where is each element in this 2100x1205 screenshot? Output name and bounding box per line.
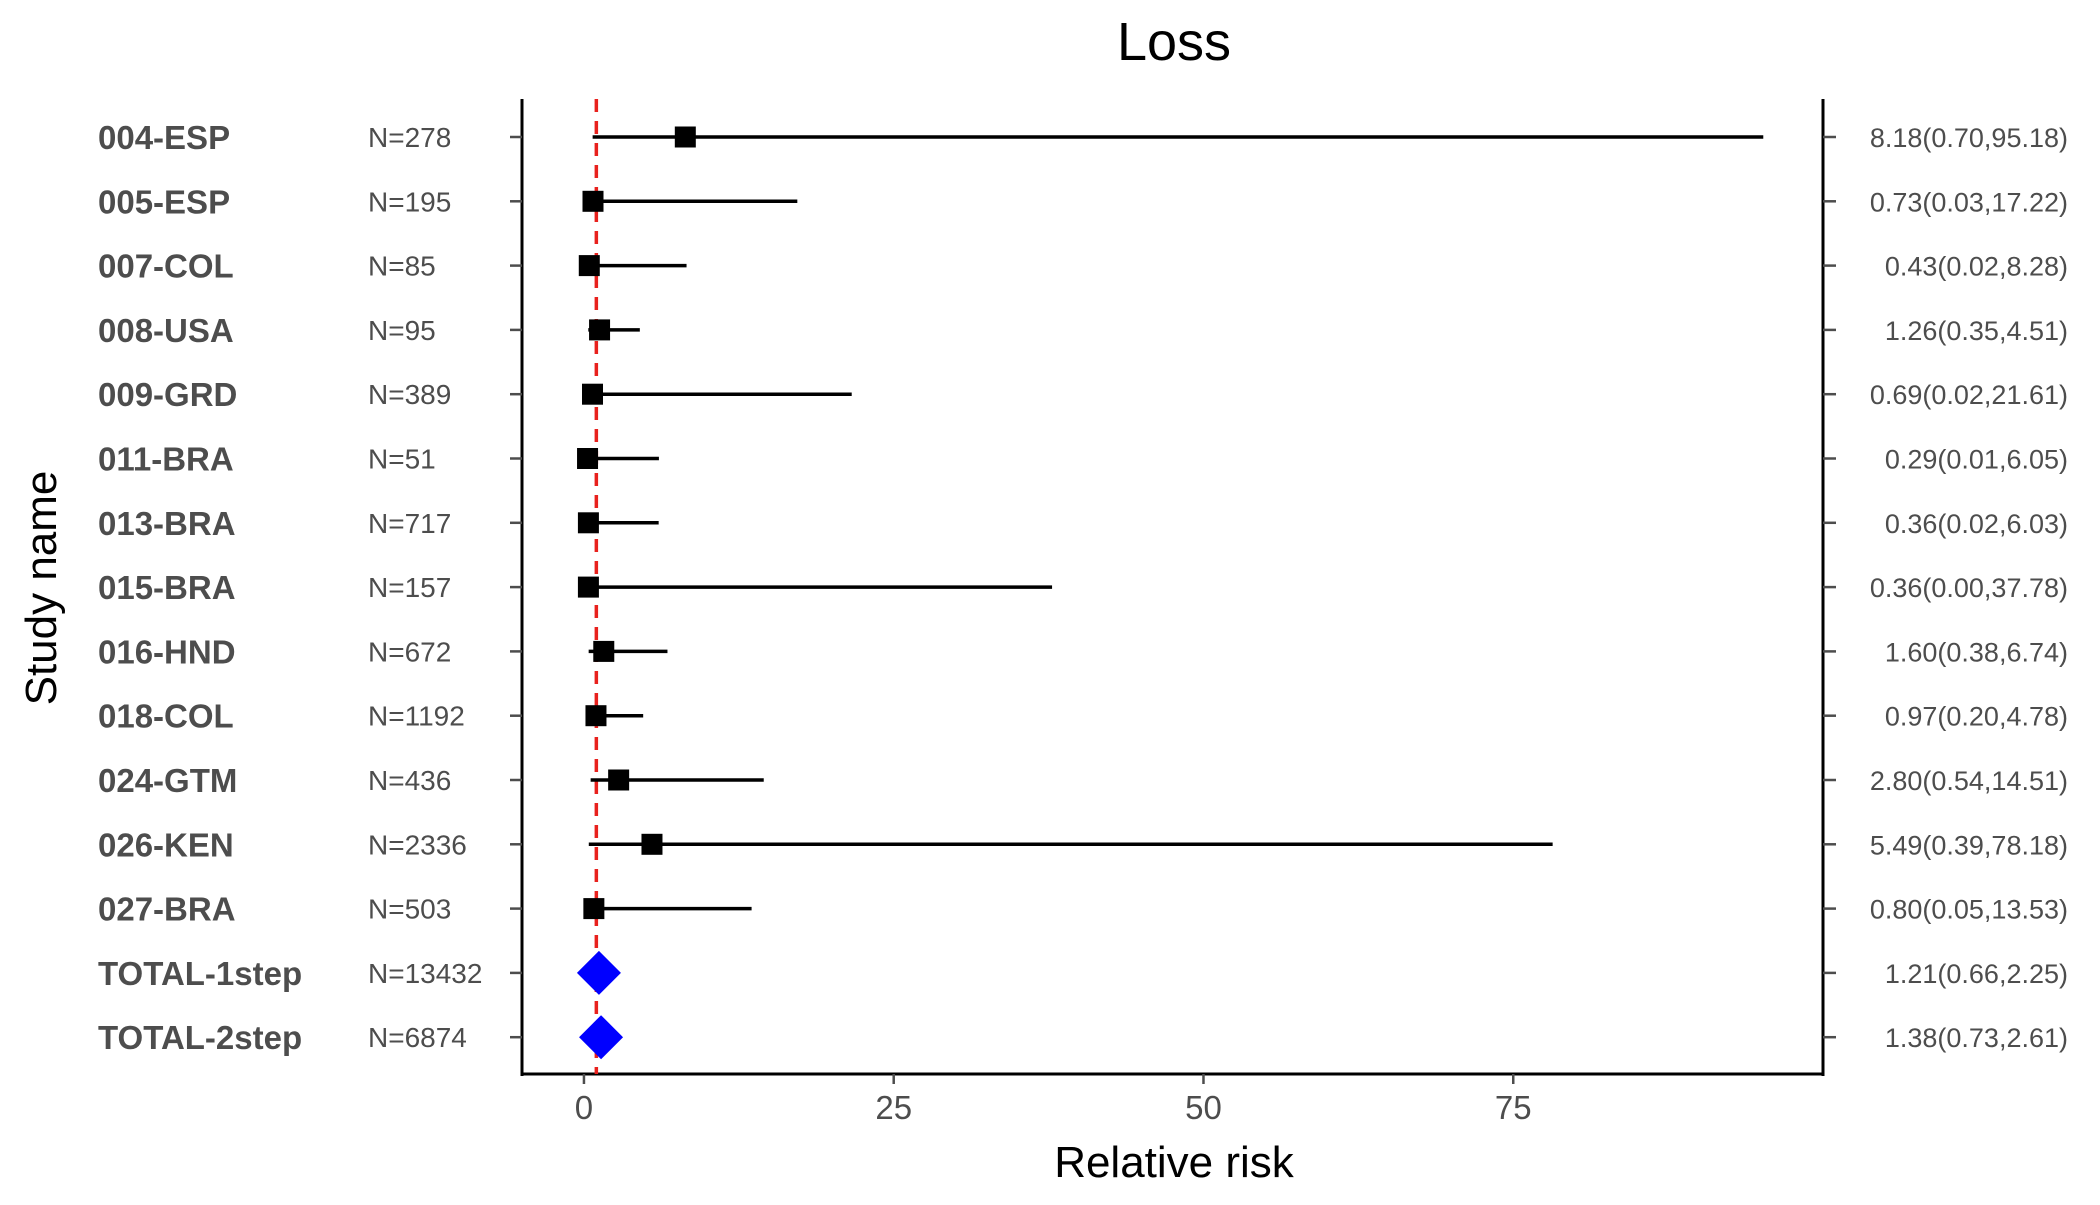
study-label: 013-BRA [98, 505, 236, 542]
sample-size-label: N=503 [368, 894, 451, 925]
sample-size-label: N=1192 [368, 701, 465, 732]
point-estimate-marker [582, 190, 604, 212]
study-label: 015-BRA [98, 569, 236, 606]
estimate-ci-label: 2.80(0.54,14.51) [1870, 766, 2068, 796]
point-estimate-marker [585, 705, 607, 727]
point-estimate-marker [577, 512, 599, 534]
study-label: TOTAL-1step [98, 955, 302, 992]
estimate-ci-label: 0.73(0.03,17.22) [1870, 187, 2068, 217]
sample-size-label: N=157 [368, 572, 451, 603]
point-estimate-marker [583, 898, 605, 920]
estimate-ci-label: 8.18(0.70,95.18) [1870, 123, 2068, 153]
x-axis-title: Relative risk [1054, 1138, 1295, 1187]
y-axis-title: Study name [17, 471, 66, 706]
estimate-ci-label: 0.36(0.02,6.03) [1885, 509, 2068, 539]
x-tick-label: 25 [875, 1089, 912, 1126]
sample-size-label: N=2336 [368, 829, 467, 860]
x-tick-label: 50 [1185, 1089, 1222, 1126]
estimate-ci-label: 1.26(0.35,4.51) [1885, 316, 2068, 346]
x-tick-label: 75 [1495, 1089, 1532, 1126]
pooled-estimate-diamond [579, 1015, 624, 1060]
study-label: 016-HND [98, 633, 236, 670]
estimate-ci-label: 1.38(0.73,2.61) [1885, 1023, 2068, 1053]
point-estimate-marker [577, 576, 599, 598]
study-label: 004-ESP [98, 119, 230, 156]
estimate-ci-label: 1.60(0.38,6.74) [1885, 637, 2068, 667]
sample-size-label: N=6874 [368, 1022, 467, 1053]
point-estimate-marker [641, 833, 663, 855]
sample-size-label: N=389 [368, 379, 451, 410]
sample-size-label: N=95 [368, 315, 436, 346]
point-estimate-marker [589, 319, 611, 341]
sample-size-label: N=436 [368, 765, 451, 796]
sample-size-label: N=85 [368, 251, 436, 282]
study-label: 009-GRD [98, 376, 237, 413]
estimate-ci-label: 0.80(0.05,13.53) [1870, 895, 2068, 925]
point-estimate-marker [593, 640, 615, 662]
point-estimate-marker [578, 255, 600, 277]
estimate-ci-label: 0.97(0.20,4.78) [1885, 702, 2068, 732]
pooled-estimate-diamond [576, 950, 621, 995]
estimate-ci-label: 1.21(0.66,2.25) [1885, 959, 2068, 989]
sample-size-label: N=195 [368, 186, 451, 217]
estimate-ci-label: 0.43(0.02,8.28) [1885, 252, 2068, 282]
estimate-ci-label: 0.69(0.02,21.61) [1870, 380, 2068, 410]
sample-size-label: N=51 [368, 444, 436, 475]
point-estimate-marker [674, 126, 696, 148]
estimate-ci-label: 5.49(0.39,78.18) [1870, 830, 2068, 860]
point-estimate-marker [577, 448, 599, 469]
study-label: 024-GTM [98, 762, 237, 799]
study-label: 027-BRA [98, 891, 236, 928]
sample-size-label: N=717 [368, 508, 451, 539]
point-estimate-marker [582, 383, 604, 405]
sample-size-label: N=278 [368, 122, 451, 153]
x-tick-label: 0 [575, 1089, 593, 1126]
study-label: TOTAL-2step [98, 1019, 302, 1056]
estimate-ci-label: 0.36(0.00,37.78) [1870, 573, 2068, 603]
study-label: 026-KEN [98, 826, 234, 863]
point-estimate-marker [608, 769, 630, 791]
sample-size-label: N=672 [368, 636, 451, 667]
plot-area: 0 25 50 75 004-ESP N=278 8.18(0.70,95.18) 005-E… [98, 99, 2068, 1126]
study-label: 011-BRA [98, 441, 234, 478]
chart-title: Loss [1117, 12, 1231, 72]
study-label: 008-USA [98, 312, 234, 349]
study-label: 005-ESP [98, 183, 230, 220]
study-label: 018-COL [98, 698, 234, 735]
estimate-ci-label: 0.29(0.01,6.05) [1885, 445, 2068, 475]
sample-size-label: N=13432 [368, 958, 482, 989]
study-label: 007-COL [98, 248, 234, 285]
